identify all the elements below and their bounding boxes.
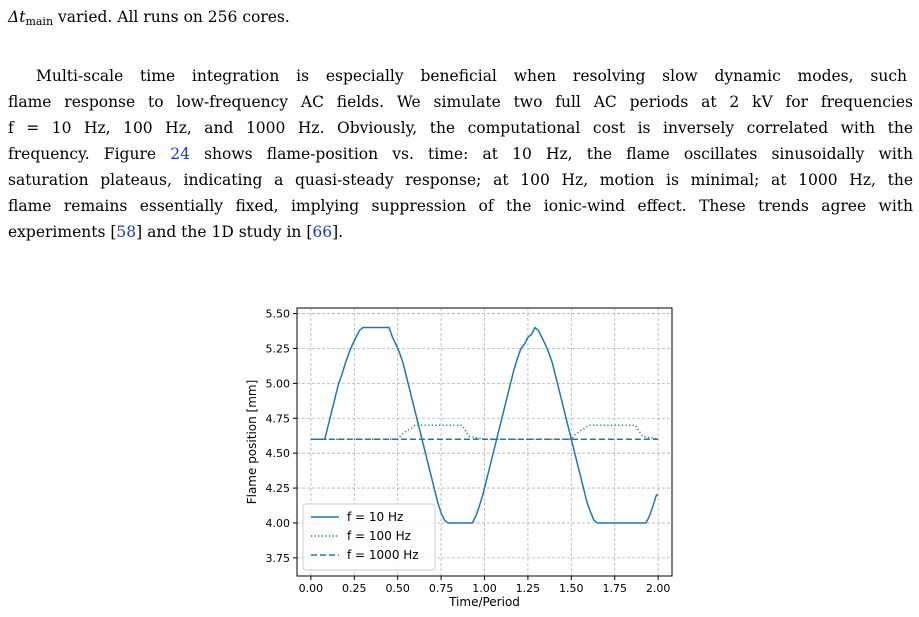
chart-lines	[310, 326, 659, 524]
legend-label-3: f = 1000 Hz	[347, 548, 419, 562]
legend-label-1: f = 10 Hz	[347, 510, 403, 524]
paragraph-line-7: experiments [58] and the 1D study in [66…	[8, 219, 913, 245]
plot-frame	[296, 307, 673, 577]
legend-label-2: f = 100 Hz	[347, 529, 411, 543]
paragraph-line-1: Multi-scale time integration is especial…	[36, 67, 919, 85]
x-tick-label: 0.00	[299, 582, 324, 595]
y-tick-label: 4.75	[266, 412, 291, 425]
line-7-post: ].	[332, 223, 344, 241]
x-tick-label: 2.00	[646, 582, 671, 595]
paragraph-line-2: flame response to low-frequency AC field…	[8, 93, 913, 111]
series-line-1	[310, 326, 659, 524]
delta-t-symbol: Δt	[8, 8, 26, 26]
line-4-pre: frequency. Figure	[8, 145, 171, 163]
paragraph-line-6: flame remains essentially fixed, implyin…	[8, 197, 913, 215]
x-tick-label: 1.25	[516, 582, 541, 595]
x-tick-label: 0.50	[385, 582, 410, 595]
chart-ticks: 0.00 0.25 0.50 0.75 1.00 1.25 1.50 1.75 2.00 3.75…	[266, 308, 671, 595]
paragraph-line-3: f = 10 Hz, 100 Hz, and 1000 Hz. Obviousl…	[8, 119, 913, 137]
line-7-pre: experiments [	[8, 223, 117, 241]
y-tick-label: 4.00	[266, 517, 291, 530]
chart-legend: f = 10 Hz f = 100 Hz f = 1000 Hz	[302, 503, 436, 571]
y-tick-label: 4.25	[266, 482, 291, 495]
y-axis-label: Flame position [mm]	[245, 380, 259, 505]
x-tick-label: 0.25	[342, 582, 367, 595]
y-tick-label: 5.25	[266, 342, 291, 355]
legend-box	[302, 503, 436, 571]
line-7-mid: ] and the 1D study in [	[136, 223, 313, 241]
flame-position-chart: 0.00 0.25 0.50 0.75 1.00 1.25 1.50 1.75 2.00 3.75…	[245, 307, 673, 609]
paragraph-top-rest: varied. All runs on 256 cores.	[53, 8, 290, 26]
paragraph-line-4: frequency. Figure 24 shows flame-positio…	[8, 141, 913, 167]
paragraph-line-5: saturation plateaus, indicating a quasi-…	[8, 171, 913, 189]
citation-link-1[interactable]: 58	[116, 223, 137, 241]
series-line-2	[310, 424, 659, 440]
x-tick-label: 1.50	[559, 582, 584, 595]
x-axis-label: Time/Period	[448, 595, 520, 609]
x-tick-label: 1.75	[602, 582, 627, 595]
x-tick-label: 0.75	[429, 582, 454, 595]
y-tick-label: 5.00	[266, 377, 291, 390]
y-tick-label: 3.75	[266, 552, 291, 565]
citation-link-2[interactable]: 66	[312, 223, 333, 241]
y-tick-label: 4.50	[266, 447, 291, 460]
paragraph-top-line: Δtmain varied. All runs on 256 cores.	[8, 4, 913, 35]
delta-t-subscript: main	[25, 15, 54, 28]
y-tick-label: 5.50	[266, 308, 291, 321]
x-tick-label: 1.00	[472, 582, 497, 595]
line-4-post: shows flame-position vs. time: at 10 Hz,…	[189, 145, 913, 163]
figure-ref-link[interactable]: 24	[170, 145, 190, 163]
